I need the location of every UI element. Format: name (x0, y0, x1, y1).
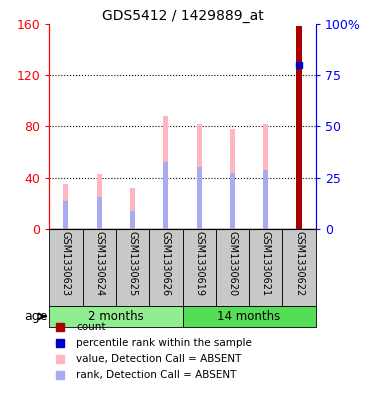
Text: age: age (24, 310, 47, 323)
Bar (263, 170, 268, 229)
Text: GSM1330625: GSM1330625 (127, 231, 138, 297)
Bar (82, 229, 116, 306)
Text: percentile rank within the sample: percentile rank within the sample (76, 338, 252, 348)
Bar (97, 197, 102, 229)
Bar (116, 229, 149, 306)
Bar (216, 229, 249, 306)
Bar (130, 211, 135, 229)
Bar (49, 306, 182, 327)
Bar (130, 188, 135, 229)
Text: GSM1330620: GSM1330620 (227, 231, 238, 296)
Bar (197, 124, 201, 229)
Text: count: count (76, 322, 105, 332)
Bar (197, 167, 201, 229)
Text: GSM1330623: GSM1330623 (61, 231, 71, 296)
Title: GDS5412 / 1429889_at: GDS5412 / 1429889_at (101, 9, 264, 22)
Bar (182, 306, 316, 327)
Bar (283, 229, 316, 306)
Bar (296, 26, 302, 229)
Bar (149, 229, 182, 306)
Bar (164, 162, 168, 229)
Bar (49, 229, 82, 306)
Text: value, Detection Call = ABSENT: value, Detection Call = ABSENT (76, 354, 241, 364)
Bar (263, 124, 268, 229)
Text: rank, Detection Call = ABSENT: rank, Detection Call = ABSENT (76, 370, 236, 380)
Text: GSM1330622: GSM1330622 (294, 231, 304, 297)
Bar (182, 229, 216, 306)
Text: GSM1330624: GSM1330624 (94, 231, 104, 296)
Bar (249, 229, 283, 306)
Text: GSM1330619: GSM1330619 (194, 231, 204, 296)
Text: 2 months: 2 months (88, 310, 144, 323)
Bar (230, 129, 235, 229)
Text: GSM1330621: GSM1330621 (261, 231, 271, 296)
Bar (64, 184, 68, 229)
Bar (97, 174, 102, 229)
Text: 14 months: 14 months (218, 310, 281, 323)
Bar (230, 173, 235, 229)
Bar (164, 116, 168, 229)
Text: GSM1330626: GSM1330626 (161, 231, 171, 296)
Bar (64, 201, 68, 229)
